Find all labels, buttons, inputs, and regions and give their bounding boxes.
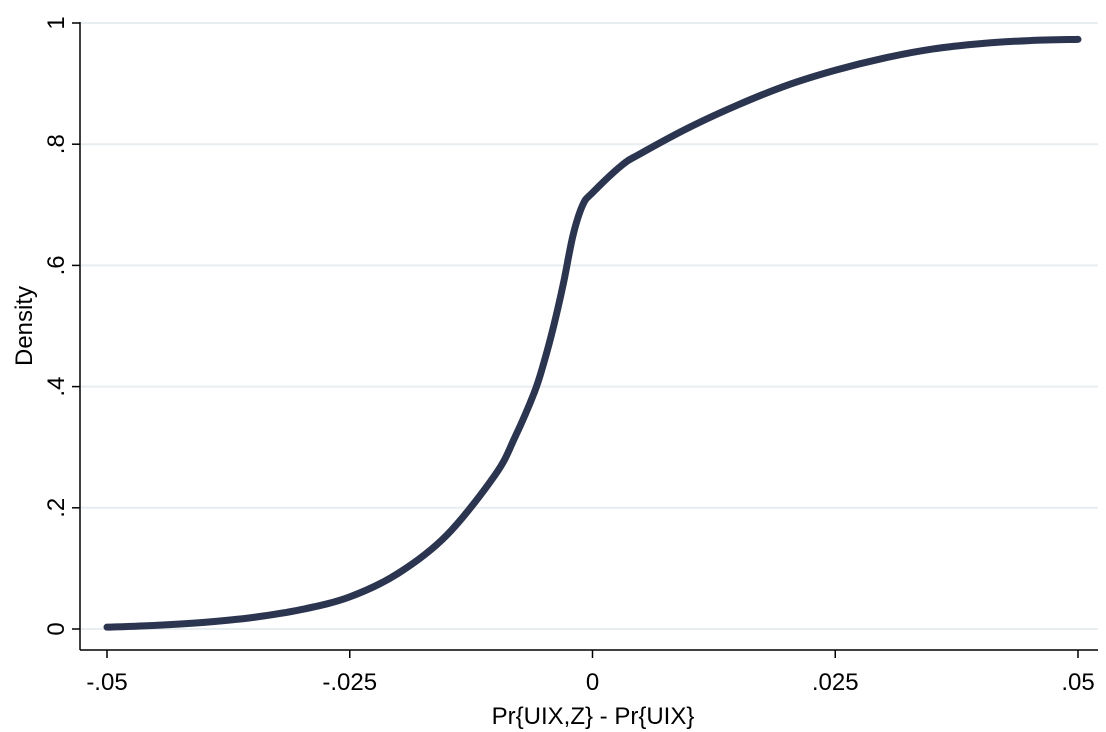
x-tick-label: -.05	[86, 669, 127, 696]
y-tick-label: .2	[43, 498, 70, 518]
y-tick-label: .6	[43, 255, 70, 275]
x-tick-label: .05	[1061, 669, 1094, 696]
y-tick-label: .8	[43, 134, 70, 154]
y-tick-label: 0	[43, 622, 70, 635]
series-group	[103, 35, 1082, 631]
y-axis: 0 .2 .4 .6 .8 1	[43, 16, 80, 636]
series-line	[103, 35, 1082, 631]
grid-lines	[81, 22, 1098, 630]
x-tick-label: -.025	[322, 669, 377, 696]
y-axis-title: Density	[11, 286, 38, 366]
x-tick-label: .025	[812, 669, 859, 696]
y-tick-label: .4	[43, 377, 70, 397]
y-tick-label: 1	[43, 16, 70, 29]
x-axis: -.05 -.025 0 .025 .05	[86, 650, 1095, 696]
x-axis-title: Pr{UIX,Z} - Pr{UIX}	[492, 703, 695, 730]
x-tick-label: 0	[586, 669, 599, 696]
